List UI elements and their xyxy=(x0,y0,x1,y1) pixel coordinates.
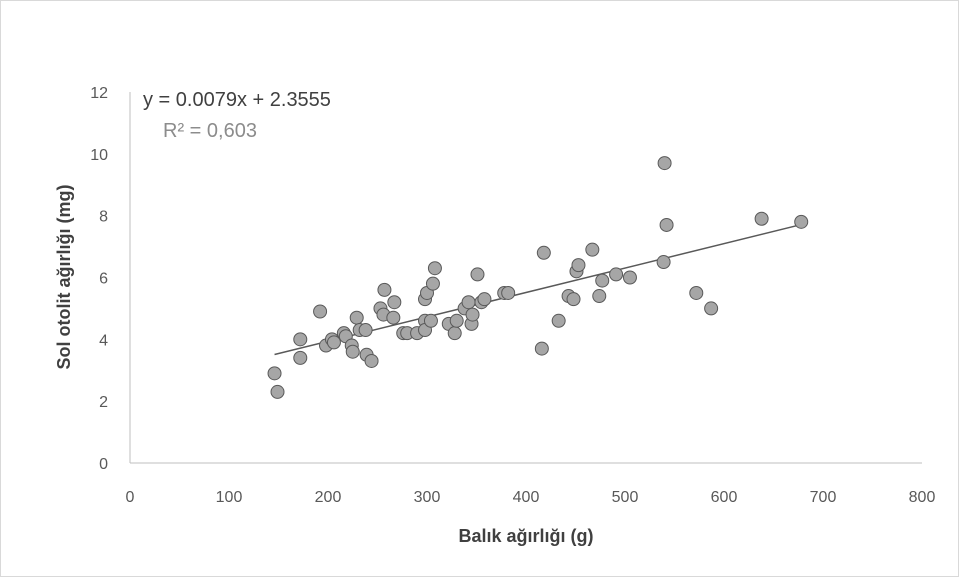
data-point xyxy=(754,211,769,226)
x-tick-labels: 0 100 200 300 400 500 600 700 800 xyxy=(126,489,936,506)
data-point xyxy=(501,285,516,300)
data-point xyxy=(609,267,624,282)
x-tick-label: 800 xyxy=(909,489,936,506)
data-point xyxy=(536,245,551,260)
x-tick-label: 300 xyxy=(414,489,441,506)
x-tick-label: 0 xyxy=(126,489,135,506)
data-point xyxy=(423,313,438,328)
x-tick-label: 700 xyxy=(810,489,837,506)
data-points xyxy=(267,156,809,399)
data-point xyxy=(326,335,341,350)
data-point xyxy=(592,289,607,304)
data-point xyxy=(551,313,566,328)
data-point xyxy=(449,313,464,328)
x-tick-label: 200 xyxy=(315,489,342,506)
data-point xyxy=(585,242,600,257)
data-point xyxy=(622,270,637,285)
x-tick-label: 600 xyxy=(711,489,738,506)
data-point xyxy=(659,217,674,232)
data-point xyxy=(656,255,671,270)
x-tick-label: 100 xyxy=(216,489,243,506)
x-axis-title: Balık ağırlığı (g) xyxy=(458,526,593,546)
data-point xyxy=(657,156,672,171)
trendline xyxy=(274,223,802,356)
x-tick-label: 500 xyxy=(612,489,639,506)
y-tick-labels: 0 2 4 6 8 10 12 xyxy=(90,85,108,473)
trendline-equation: y = 0.0079x + 2.3555 xyxy=(143,89,331,111)
y-tick-label: 0 xyxy=(99,456,108,473)
y-tick-label: 10 xyxy=(90,147,108,164)
data-point xyxy=(364,353,379,368)
data-point xyxy=(270,384,285,399)
data-point xyxy=(477,292,492,307)
data-point xyxy=(465,307,480,322)
x-tick-label: 400 xyxy=(513,489,540,506)
data-point xyxy=(595,273,610,288)
data-point xyxy=(470,267,485,282)
y-tick-label: 4 xyxy=(99,332,108,349)
data-point xyxy=(689,285,704,300)
data-point xyxy=(377,282,392,297)
data-point xyxy=(571,258,586,273)
data-point xyxy=(358,323,373,338)
data-point xyxy=(447,326,462,341)
data-point xyxy=(293,332,308,347)
data-point xyxy=(425,276,440,291)
y-tick-label: 6 xyxy=(99,271,108,288)
y-axis-title: Sol otolit ağırlığı (mg) xyxy=(54,185,74,370)
data-point xyxy=(534,341,549,356)
data-point xyxy=(349,310,364,325)
data-point xyxy=(267,366,282,381)
y-tick-label: 8 xyxy=(99,209,108,226)
r-squared-label: R² = 0,603 xyxy=(163,120,257,142)
data-point xyxy=(313,304,328,319)
data-point xyxy=(386,310,401,325)
data-point xyxy=(461,295,476,310)
data-point xyxy=(794,214,809,229)
data-point xyxy=(566,292,581,307)
y-tick-label: 12 xyxy=(90,85,108,102)
data-point xyxy=(704,301,719,316)
data-point xyxy=(345,344,360,359)
y-tick-label: 2 xyxy=(99,394,108,411)
data-point xyxy=(387,295,402,310)
data-point xyxy=(293,350,308,365)
data-point xyxy=(427,261,442,276)
